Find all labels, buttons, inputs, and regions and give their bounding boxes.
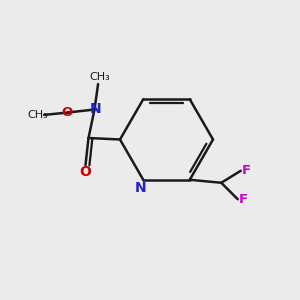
Text: F: F bbox=[238, 194, 248, 206]
Text: CH₃: CH₃ bbox=[89, 72, 110, 82]
Text: N: N bbox=[90, 102, 101, 116]
Text: CH₃: CH₃ bbox=[27, 110, 48, 120]
Text: N: N bbox=[134, 181, 146, 195]
Text: F: F bbox=[242, 164, 251, 177]
Text: O: O bbox=[61, 106, 72, 119]
Text: O: O bbox=[80, 166, 92, 179]
